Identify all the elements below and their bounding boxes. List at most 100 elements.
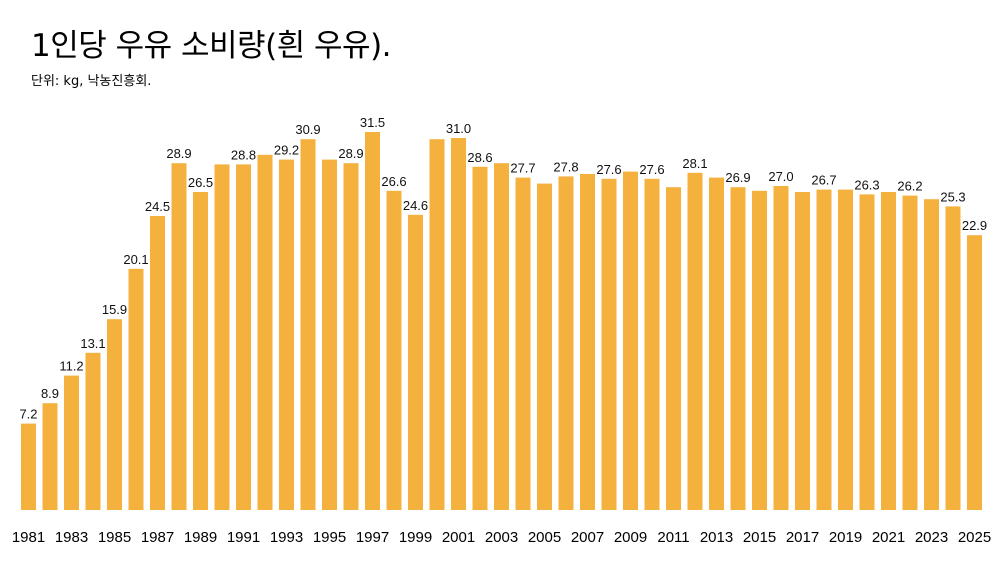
bar-2020 [859, 194, 875, 510]
data-label-1999: 24.6 [403, 198, 428, 213]
x-tick-label-1989: 1989 [184, 529, 217, 546]
bar-1984 [85, 352, 101, 510]
data-label-1989: 26.5 [188, 175, 213, 190]
x-tick-label-2011: 2011 [657, 529, 689, 546]
bar-1992 [257, 154, 273, 511]
bar-2018 [816, 189, 832, 510]
bar-1995 [322, 159, 337, 510]
x-tick-label-2001: 2001 [442, 529, 475, 546]
x-tick-label-2017: 2017 [786, 529, 819, 546]
bar-1981 [21, 423, 36, 510]
chart-subtitle: 단위: kg, 낙농진흥회. [31, 74, 152, 89]
x-tick-label-2005: 2005 [528, 529, 561, 546]
data-label-2022: 26.2 [897, 179, 922, 194]
data-label-1997: 31.5 [360, 115, 385, 130]
x-axis-tick-labels: 1981 1983 1985 1987 1989 1991 1993 1995 1997 1999… [12, 529, 991, 546]
bar-1993 [279, 159, 294, 510]
data-label-1994: 30.9 [295, 122, 320, 137]
data-label-2018: 26.7 [811, 173, 836, 188]
bar-2002 [472, 166, 488, 511]
bar-2016 [773, 186, 789, 510]
data-label-1986: 20.1 [123, 252, 148, 267]
data-labels-group: 7.2 8.911.2 13.1 15.9 20.1 24.5 28.9 26.5 28.8 29… [19, 115, 987, 422]
bar-1987 [150, 216, 165, 510]
data-label-1987: 24.5 [145, 199, 170, 214]
x-tick-label-2007: 2007 [571, 529, 604, 546]
bar-1982 [42, 403, 58, 510]
x-tick-label-1999: 1999 [399, 529, 432, 546]
data-label-2006: 27.8 [553, 159, 578, 174]
bar-2006 [558, 176, 574, 510]
data-label-1982: 8.9 [41, 386, 59, 401]
data-label-1981: 7.2 [19, 407, 37, 422]
bar-2012 [687, 172, 703, 511]
bar-2021 [881, 192, 896, 510]
x-tick-label-2019: 2019 [829, 529, 862, 546]
bars-group [21, 132, 982, 511]
data-label-2010: 27.6 [639, 162, 664, 177]
x-tick-label-1987: 1987 [141, 529, 174, 546]
bar-1996 [343, 163, 359, 510]
data-label-1996: 28.9 [338, 146, 363, 161]
bar-2022 [902, 195, 918, 510]
data-label-2012: 28.1 [682, 156, 707, 171]
data-label-2020: 26.3 [854, 177, 879, 192]
data-label-1988: 28.9 [166, 146, 191, 161]
bar-2014 [730, 187, 746, 510]
x-tick-label-2003: 2003 [485, 529, 518, 546]
bar-2025 [967, 235, 982, 510]
data-label-2025: 22.9 [962, 218, 987, 233]
bar-1991 [236, 164, 251, 510]
bar-1994 [300, 139, 316, 510]
x-tick-label-2021: 2021 [872, 529, 905, 546]
x-tick-label-1997: 1997 [356, 529, 389, 546]
bar-1997 [365, 132, 380, 510]
bar-2005 [537, 183, 552, 510]
data-label-2008: 27.6 [596, 162, 621, 177]
x-tick-label-1983: 1983 [55, 529, 88, 546]
x-tick-label-2015: 2015 [743, 529, 776, 546]
bar-1986 [128, 268, 144, 510]
bar-2007 [580, 174, 595, 510]
data-label-2004: 27.7 [510, 161, 535, 176]
data-label-2014: 26.9 [725, 170, 750, 185]
bar-2009 [623, 171, 638, 510]
bar-2015 [752, 190, 767, 511]
bar-2010 [644, 178, 660, 511]
data-label-2016: 27.0 [768, 169, 793, 184]
bar-2003 [494, 163, 509, 510]
data-label-1983: 11.2 [59, 359, 83, 374]
bar-2011 [666, 187, 681, 510]
bar-2019 [838, 189, 853, 510]
bar-1989 [193, 192, 208, 510]
data-label-2001: 31.0 [446, 121, 471, 136]
x-tick-label-1991: 1991 [227, 529, 260, 546]
data-label-2002: 28.6 [467, 150, 492, 165]
bar-1983 [64, 375, 79, 510]
x-tick-label-1995: 1995 [313, 529, 346, 546]
bar-1988 [171, 163, 187, 510]
x-tick-label-1985: 1985 [98, 529, 131, 546]
bar-2024 [945, 206, 961, 510]
bar-2004 [515, 177, 531, 510]
x-tick-label-2013: 2013 [700, 529, 733, 546]
bar-1990 [214, 164, 230, 510]
chart-title: 1인당 우유 소비량(흰 우유). [31, 28, 392, 64]
data-label-1991: 28.8 [231, 147, 256, 162]
bar-2023 [924, 199, 939, 510]
bar-2013 [709, 177, 724, 510]
bar-2000 [429, 139, 445, 510]
x-tick-label-1993: 1993 [270, 529, 303, 546]
bar-1985 [107, 319, 122, 510]
x-tick-label-2025: 2025 [958, 529, 991, 546]
x-tick-label-2023: 2023 [915, 529, 948, 546]
data-label-1993: 29.2 [274, 143, 299, 158]
bar-2001 [451, 138, 466, 510]
bar-2017 [795, 192, 810, 510]
bar-1999 [408, 214, 423, 511]
bar-2008 [601, 178, 617, 511]
data-label-1985: 15.9 [102, 302, 127, 317]
data-label-2024: 25.3 [940, 189, 965, 204]
bar-1998 [386, 190, 402, 511]
